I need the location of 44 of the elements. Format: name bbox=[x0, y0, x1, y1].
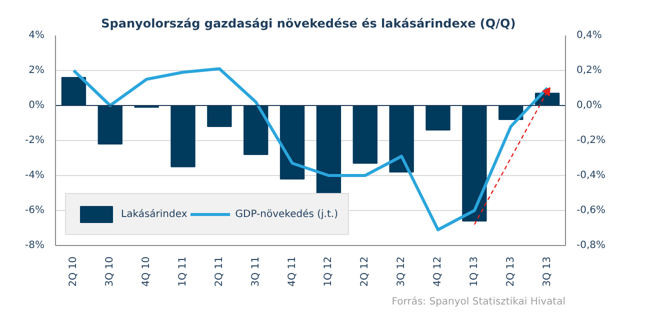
bar bbox=[170, 105, 196, 168]
y-tick-label: -2% bbox=[25, 135, 45, 146]
y-tick-label: -4% bbox=[25, 170, 45, 181]
x-tick-label: 3Q 12 bbox=[396, 256, 408, 287]
x-tick-label: 2Q 10 bbox=[68, 256, 80, 287]
bar bbox=[244, 105, 268, 155]
bar bbox=[462, 105, 487, 222]
bar bbox=[61, 77, 86, 106]
y-tick-label: -8% bbox=[25, 240, 45, 251]
bar bbox=[316, 105, 342, 194]
x-tick-label: 3Q 13 bbox=[542, 256, 553, 287]
x-tick-label: 1Q 13 bbox=[468, 256, 480, 287]
x-tick-label: 4Q 12 bbox=[432, 256, 444, 287]
bar bbox=[280, 105, 305, 180]
y-tick-label: 0% bbox=[28, 100, 45, 111]
y2-tick-label: 0,0% bbox=[576, 100, 602, 111]
x-tick-label: 4Q 10 bbox=[141, 256, 152, 287]
y2-tick-label: -0,2% bbox=[576, 135, 606, 146]
text: Forrás: Spanyol Statisztikai Hivatal bbox=[392, 296, 566, 308]
bar bbox=[207, 105, 232, 127]
x-tick-label: 1Q 12 bbox=[323, 256, 334, 287]
x-tick-label: 3Q 10 bbox=[104, 256, 116, 287]
legend-label: GDP-növekedés (j.t.) bbox=[235, 208, 338, 220]
y2-tick-label: 0,2% bbox=[576, 65, 602, 76]
bar bbox=[426, 105, 450, 130]
line-series bbox=[72, 67, 549, 232]
y2-tick-label: -0,6% bbox=[576, 205, 606, 216]
y2-tick-label: 0,4% bbox=[576, 30, 602, 41]
bar bbox=[98, 105, 122, 144]
y-tick-label: 4% bbox=[28, 30, 45, 41]
legend-label: Lakásárindex bbox=[121, 208, 188, 220]
x-tick-label: 1Q 11 bbox=[178, 256, 188, 287]
y2-tick-label: -0,4% bbox=[576, 170, 606, 181]
y-tick-label: 2% bbox=[28, 65, 45, 76]
x-tick-label: 2Q 11 bbox=[214, 256, 225, 287]
y2-tick-label: -0,8% bbox=[576, 240, 606, 251]
y-tick-label: -6% bbox=[25, 205, 45, 216]
bar bbox=[352, 105, 378, 164]
x-tick-label: 3Q 11 bbox=[250, 256, 262, 287]
bar bbox=[389, 105, 414, 172]
chart-title: Spanyolország gazdasági növekedése és lakásárindexe (Q/Q) bbox=[101, 16, 516, 30]
x-tick-label: 2Q 13 bbox=[505, 256, 516, 287]
x-tick-label: 2Q 12 bbox=[360, 256, 371, 287]
x-tick-label: 4Q 11 bbox=[286, 256, 298, 287]
